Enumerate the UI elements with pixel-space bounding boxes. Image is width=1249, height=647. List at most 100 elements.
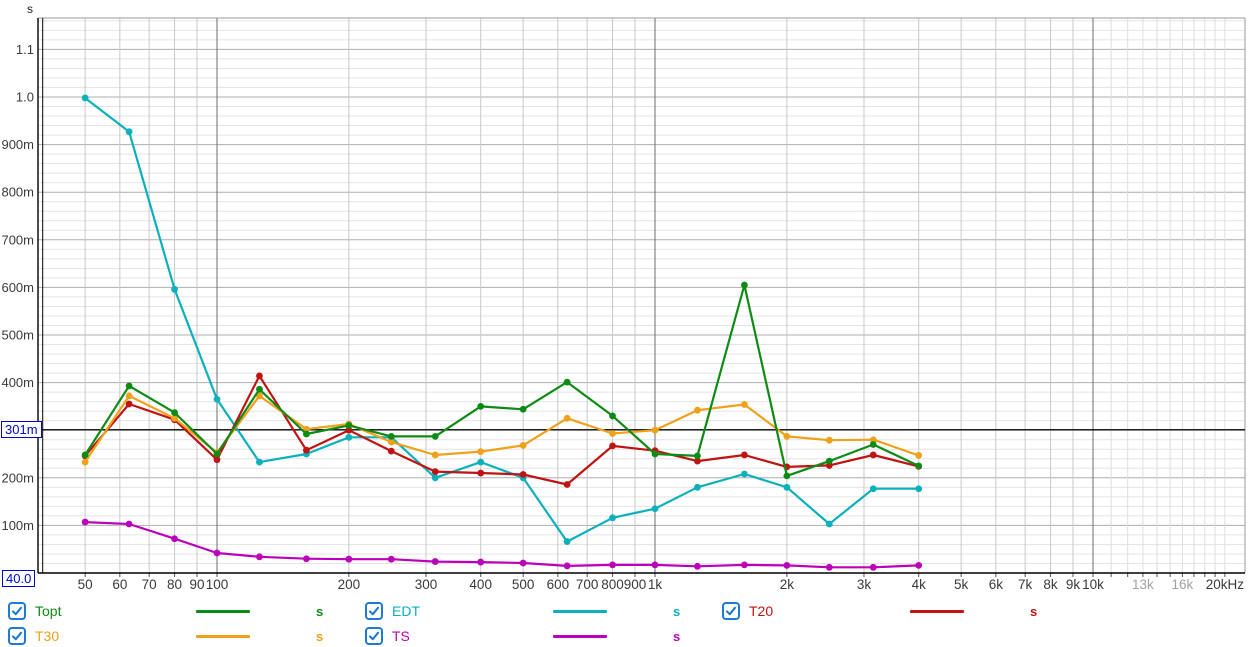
data-point-topt bbox=[81, 451, 89, 459]
data-point-t20 bbox=[519, 471, 527, 478]
data-point-t20 bbox=[256, 372, 263, 380]
cursor-lines[interactable] bbox=[38, 18, 1245, 573]
data-point-ts bbox=[651, 561, 659, 569]
legend-checkbox-topt[interactable] bbox=[8, 602, 26, 620]
legend: Topt s EDT s T20 s T30 s TS s bbox=[0, 597, 1249, 645]
x-tick-label: 10k bbox=[1082, 577, 1104, 592]
y-tick-label: 1.0 bbox=[16, 90, 34, 105]
data-point-t20 bbox=[741, 451, 748, 459]
legend-checkbox-t30[interactable] bbox=[8, 627, 26, 645]
data-point-t30 bbox=[869, 436, 877, 444]
data-point-ts bbox=[256, 553, 263, 561]
data-point-topt bbox=[519, 405, 527, 413]
rt60-frequency-chart[interactable]: 1.1 1.0 900m 800m 700m 600m 500m 400m 200m 100m 50… bbox=[0, 0, 1249, 596]
data-point-topt bbox=[256, 385, 263, 393]
data-point-topt bbox=[741, 281, 748, 289]
legend-item-edt: EDT s bbox=[365, 600, 680, 622]
legend-line-swatch-ts bbox=[553, 634, 607, 638]
x-tick-label: 200 bbox=[338, 577, 361, 592]
data-point-t30 bbox=[519, 442, 527, 449]
data-point-topt bbox=[213, 450, 221, 458]
data-point-topt bbox=[609, 412, 616, 420]
data-point-edt bbox=[915, 485, 923, 493]
data-point-ts bbox=[345, 555, 353, 563]
x-tick-label: 90 bbox=[189, 577, 204, 592]
data-point-t30 bbox=[81, 458, 89, 466]
legend-unit-t20: s bbox=[1030, 603, 1038, 619]
data-point-topt bbox=[651, 450, 659, 458]
legend-line-swatch-topt bbox=[196, 609, 250, 613]
data-point-t30 bbox=[387, 438, 395, 446]
data-point-topt bbox=[825, 457, 833, 465]
series-t20 bbox=[81, 372, 923, 488]
data-point-topt bbox=[477, 403, 485, 410]
x-tick-label: 13k bbox=[1132, 577, 1154, 592]
y-axis-unit-label: s bbox=[27, 2, 33, 16]
y-tick-label: 100m bbox=[1, 518, 34, 533]
x-cursor-value-box[interactable]: 40.0 bbox=[2, 570, 36, 587]
x-tick-label: 4k bbox=[912, 577, 927, 592]
data-point-t20 bbox=[213, 456, 221, 464]
data-point-t30 bbox=[741, 401, 748, 408]
series-t30 bbox=[81, 392, 923, 466]
data-point-t30 bbox=[431, 451, 439, 459]
y-tick-label: 500m bbox=[1, 328, 34, 343]
data-point-t20 bbox=[477, 469, 485, 477]
data-point-edt bbox=[869, 485, 877, 493]
x-tick-label: 60 bbox=[112, 577, 127, 592]
x-tick-label: 5k bbox=[954, 577, 969, 592]
checkmark-icon bbox=[725, 606, 737, 616]
data-point-t30 bbox=[563, 414, 571, 422]
data-point-edt bbox=[609, 514, 616, 522]
data-point-t20 bbox=[563, 481, 571, 488]
x-tick-label: 2k bbox=[780, 577, 795, 592]
data-point-edt bbox=[825, 520, 833, 528]
data-point-topt bbox=[431, 432, 439, 440]
data-point-edt bbox=[213, 395, 221, 403]
legend-checkbox-ts[interactable] bbox=[365, 627, 383, 645]
x-tick-label: 9k bbox=[1066, 577, 1081, 592]
legend-unit-topt: s bbox=[316, 603, 324, 619]
legend-line-swatch-t30 bbox=[196, 634, 250, 638]
data-point-t30 bbox=[125, 392, 133, 400]
legend-unit-ts: s bbox=[673, 628, 681, 644]
x-tick-label: 8k bbox=[1043, 577, 1058, 592]
data-point-topt bbox=[915, 462, 923, 470]
x-tick-label: 400 bbox=[469, 577, 492, 592]
series-edt bbox=[81, 94, 923, 545]
legend-label-topt: Topt bbox=[35, 603, 62, 619]
data-point-ts bbox=[81, 518, 89, 526]
legend-checkbox-edt[interactable] bbox=[365, 602, 383, 620]
data-point-edt bbox=[81, 94, 89, 102]
data-point-t30 bbox=[477, 448, 485, 456]
x-tick-label: 100 bbox=[206, 577, 229, 592]
data-point-topt bbox=[345, 422, 353, 429]
data-point-edt bbox=[125, 128, 133, 136]
data-point-topt bbox=[303, 430, 310, 438]
data-point-edt bbox=[171, 285, 178, 293]
y-tick-label: 1.1 bbox=[16, 42, 34, 57]
checkmark-icon bbox=[368, 631, 380, 641]
data-point-ts bbox=[519, 559, 527, 567]
data-point-t20 bbox=[345, 426, 353, 434]
y-cursor-value-box[interactable]: 301m bbox=[1, 421, 42, 438]
x-tick-label: 80 bbox=[167, 577, 182, 592]
x-tick-label: 70 bbox=[142, 577, 157, 592]
y-tick-label: 200m bbox=[1, 470, 34, 485]
data-point-edt bbox=[563, 538, 571, 545]
data-point-ts bbox=[783, 561, 791, 569]
data-point-t30 bbox=[609, 430, 616, 437]
data-point-topt bbox=[694, 452, 701, 460]
data-point-edt bbox=[345, 433, 353, 441]
y-tick-label: 800m bbox=[1, 185, 34, 200]
y-tick-label: 700m bbox=[1, 232, 34, 247]
data-point-t20 bbox=[125, 400, 133, 408]
x-tick-label: 500 bbox=[512, 577, 535, 592]
legend-item-ts: TS s bbox=[365, 625, 680, 647]
data-point-edt bbox=[256, 458, 263, 466]
legend-item-topt: Topt s bbox=[8, 600, 323, 622]
legend-checkbox-t20[interactable] bbox=[722, 602, 740, 620]
data-point-ts bbox=[563, 562, 571, 570]
legend-label-edt: EDT bbox=[392, 603, 420, 619]
x-tick-label: 20kHz bbox=[1206, 577, 1245, 592]
